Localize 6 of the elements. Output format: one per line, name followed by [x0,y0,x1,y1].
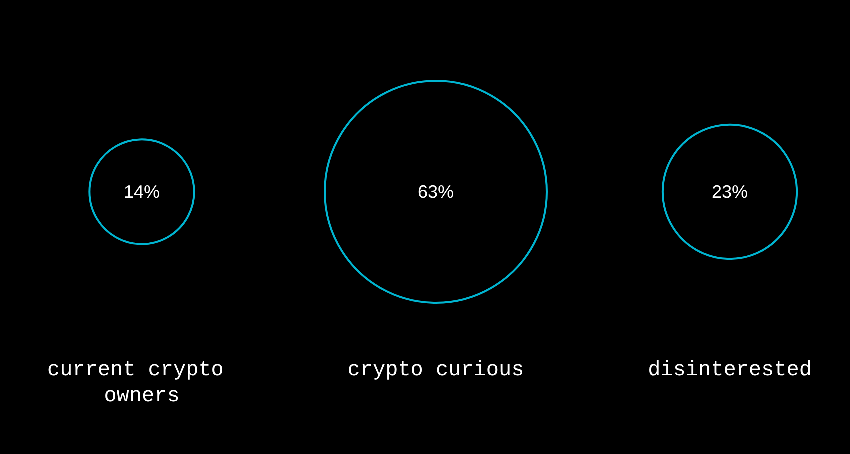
data-label: 14% [124,182,160,202]
category-label: disinterested [648,360,812,382]
data-label: 63% [418,182,454,202]
data-label: 23% [712,182,748,202]
category-label: current crypto owners [47,360,237,408]
category-label: crypto curious [348,360,524,382]
